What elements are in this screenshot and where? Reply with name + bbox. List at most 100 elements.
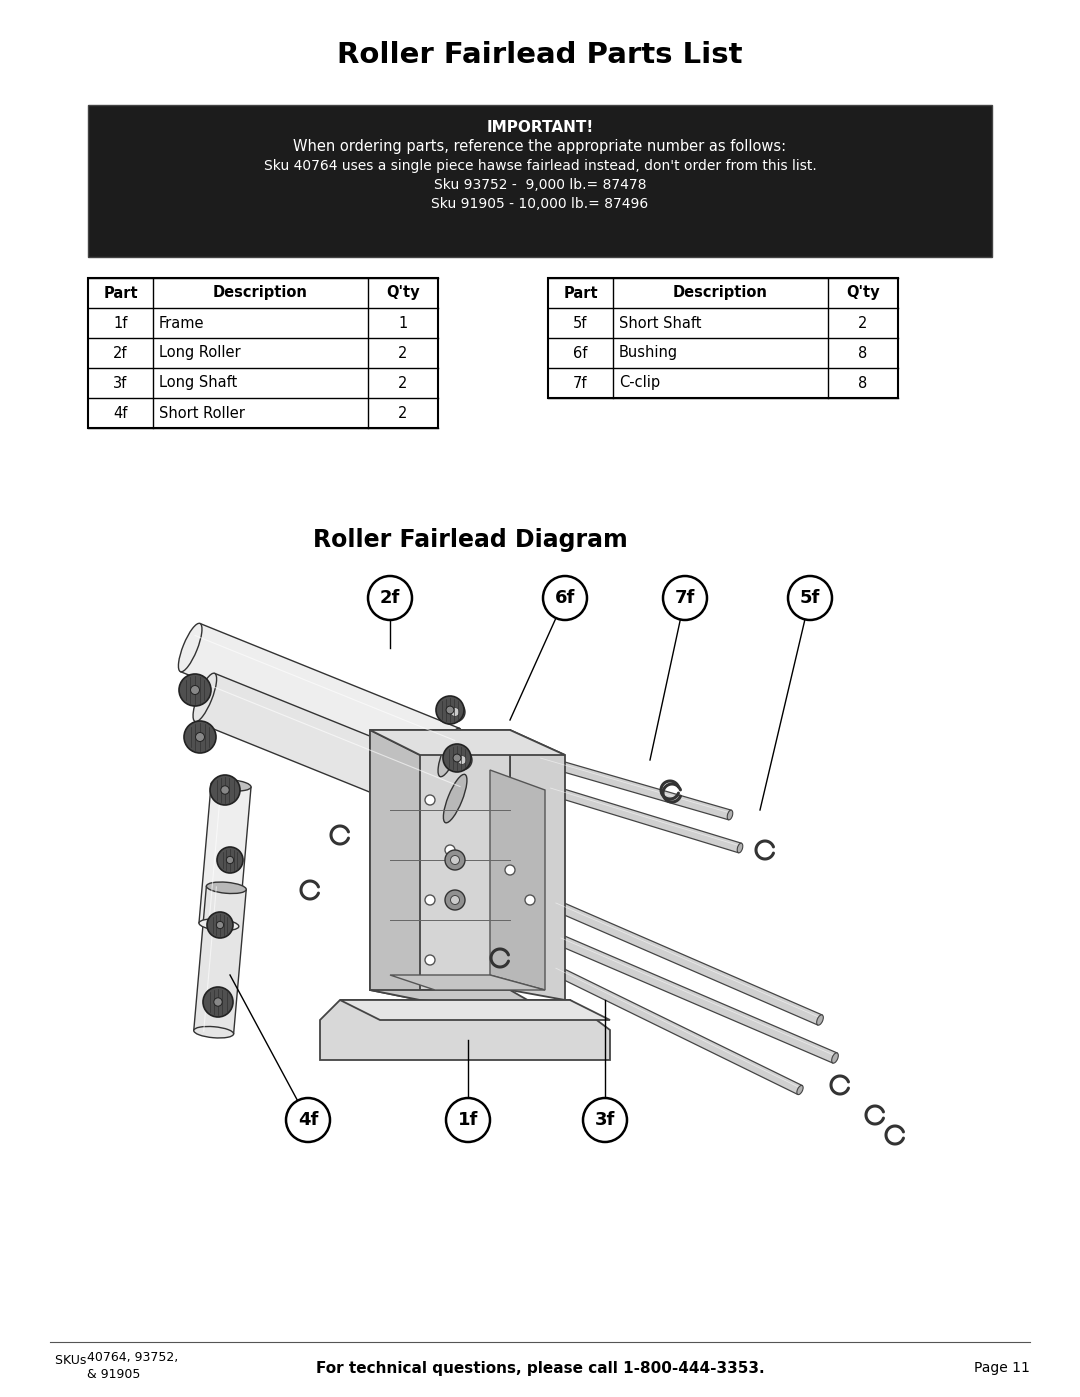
Text: 3f: 3f bbox=[595, 1111, 616, 1129]
Polygon shape bbox=[490, 770, 545, 990]
Text: Long Roller: Long Roller bbox=[159, 345, 241, 360]
Text: Q'ty: Q'ty bbox=[387, 285, 420, 300]
Text: 6f: 6f bbox=[555, 590, 576, 608]
Polygon shape bbox=[553, 965, 802, 1094]
Circle shape bbox=[184, 721, 216, 753]
Text: 2: 2 bbox=[399, 405, 407, 420]
Circle shape bbox=[214, 997, 222, 1006]
Text: Part: Part bbox=[104, 285, 138, 300]
Text: 4f: 4f bbox=[113, 405, 127, 420]
Polygon shape bbox=[370, 731, 510, 990]
Circle shape bbox=[450, 895, 459, 904]
Bar bbox=[548, 278, 897, 398]
Ellipse shape bbox=[212, 780, 251, 791]
Text: 8: 8 bbox=[859, 345, 867, 360]
Text: SKUs: SKUs bbox=[55, 1354, 91, 1366]
Circle shape bbox=[179, 673, 211, 705]
Circle shape bbox=[426, 895, 435, 905]
Circle shape bbox=[216, 922, 224, 929]
Text: 2: 2 bbox=[399, 345, 407, 360]
Circle shape bbox=[368, 576, 411, 620]
Text: C-clip: C-clip bbox=[619, 376, 660, 391]
Polygon shape bbox=[390, 975, 545, 990]
Text: 40764, 93752,: 40764, 93752, bbox=[87, 1351, 178, 1365]
Text: 7f: 7f bbox=[573, 376, 588, 391]
Polygon shape bbox=[370, 990, 545, 1010]
Circle shape bbox=[450, 707, 459, 717]
Circle shape bbox=[505, 865, 515, 875]
Ellipse shape bbox=[438, 728, 461, 777]
Ellipse shape bbox=[444, 774, 467, 823]
Ellipse shape bbox=[178, 623, 202, 672]
Text: 8: 8 bbox=[859, 376, 867, 391]
Ellipse shape bbox=[797, 1085, 804, 1095]
Polygon shape bbox=[558, 935, 837, 1063]
Text: 1: 1 bbox=[399, 316, 407, 331]
Ellipse shape bbox=[816, 1014, 823, 1025]
Text: & 91905: & 91905 bbox=[87, 1369, 140, 1382]
Circle shape bbox=[203, 988, 233, 1017]
Text: 5f: 5f bbox=[573, 316, 588, 331]
Circle shape bbox=[207, 912, 233, 937]
Circle shape bbox=[217, 847, 243, 873]
Text: 4f: 4f bbox=[298, 1111, 319, 1129]
Polygon shape bbox=[340, 1000, 610, 1020]
Text: Long Shaft: Long Shaft bbox=[159, 376, 238, 391]
Circle shape bbox=[450, 855, 459, 865]
Circle shape bbox=[426, 795, 435, 805]
Text: Roller Fairlead Parts List: Roller Fairlead Parts List bbox=[337, 41, 743, 68]
Circle shape bbox=[446, 1098, 490, 1141]
Ellipse shape bbox=[832, 1053, 838, 1063]
Text: 5f: 5f bbox=[800, 590, 820, 608]
Circle shape bbox=[458, 756, 467, 764]
Circle shape bbox=[663, 576, 707, 620]
Text: 2f: 2f bbox=[380, 590, 401, 608]
Circle shape bbox=[426, 956, 435, 965]
Polygon shape bbox=[320, 1000, 610, 1060]
Polygon shape bbox=[180, 623, 460, 777]
Text: Description: Description bbox=[673, 285, 768, 300]
Text: Sku 91905 - 10,000 lb.= 87496: Sku 91905 - 10,000 lb.= 87496 bbox=[431, 197, 649, 211]
Text: 2: 2 bbox=[399, 376, 407, 391]
Text: IMPORTANT!: IMPORTANT! bbox=[486, 120, 594, 134]
Circle shape bbox=[210, 775, 240, 805]
Text: 7f: 7f bbox=[675, 590, 696, 608]
Polygon shape bbox=[195, 673, 464, 823]
Text: Sku 40764 uses a single piece hawse fairlead instead, don't order from this list: Sku 40764 uses a single piece hawse fair… bbox=[264, 159, 816, 173]
Bar bbox=[87, 105, 993, 257]
Circle shape bbox=[227, 856, 233, 863]
Text: Frame: Frame bbox=[159, 316, 204, 331]
Ellipse shape bbox=[206, 882, 246, 894]
Text: 1f: 1f bbox=[458, 1111, 478, 1129]
Polygon shape bbox=[370, 731, 565, 754]
Ellipse shape bbox=[738, 844, 743, 852]
Circle shape bbox=[190, 686, 200, 694]
Circle shape bbox=[445, 703, 465, 722]
Text: Page 11: Page 11 bbox=[974, 1361, 1030, 1375]
Polygon shape bbox=[539, 756, 731, 820]
Ellipse shape bbox=[193, 1027, 233, 1038]
Text: 3f: 3f bbox=[113, 376, 127, 391]
Circle shape bbox=[443, 745, 471, 773]
Circle shape bbox=[286, 1098, 330, 1141]
Circle shape bbox=[543, 576, 588, 620]
Text: 6f: 6f bbox=[573, 345, 588, 360]
Ellipse shape bbox=[727, 810, 732, 820]
Circle shape bbox=[583, 1098, 627, 1141]
Text: Roller Fairlead Diagram: Roller Fairlead Diagram bbox=[312, 528, 627, 552]
Circle shape bbox=[453, 750, 472, 770]
Text: Short Roller: Short Roller bbox=[159, 405, 245, 420]
Text: Q'ty: Q'ty bbox=[847, 285, 880, 300]
Circle shape bbox=[788, 576, 832, 620]
Text: Sku 93752 -  9,000 lb.= 87478: Sku 93752 - 9,000 lb.= 87478 bbox=[434, 177, 646, 191]
Circle shape bbox=[436, 696, 464, 724]
Text: 2f: 2f bbox=[113, 345, 127, 360]
Polygon shape bbox=[553, 900, 822, 1025]
Polygon shape bbox=[199, 784, 251, 926]
Text: Short Shaft: Short Shaft bbox=[619, 316, 702, 331]
Polygon shape bbox=[370, 731, 420, 1000]
Ellipse shape bbox=[199, 919, 239, 930]
Text: Bushing: Bushing bbox=[619, 345, 678, 360]
Circle shape bbox=[445, 845, 455, 855]
Polygon shape bbox=[549, 785, 742, 852]
